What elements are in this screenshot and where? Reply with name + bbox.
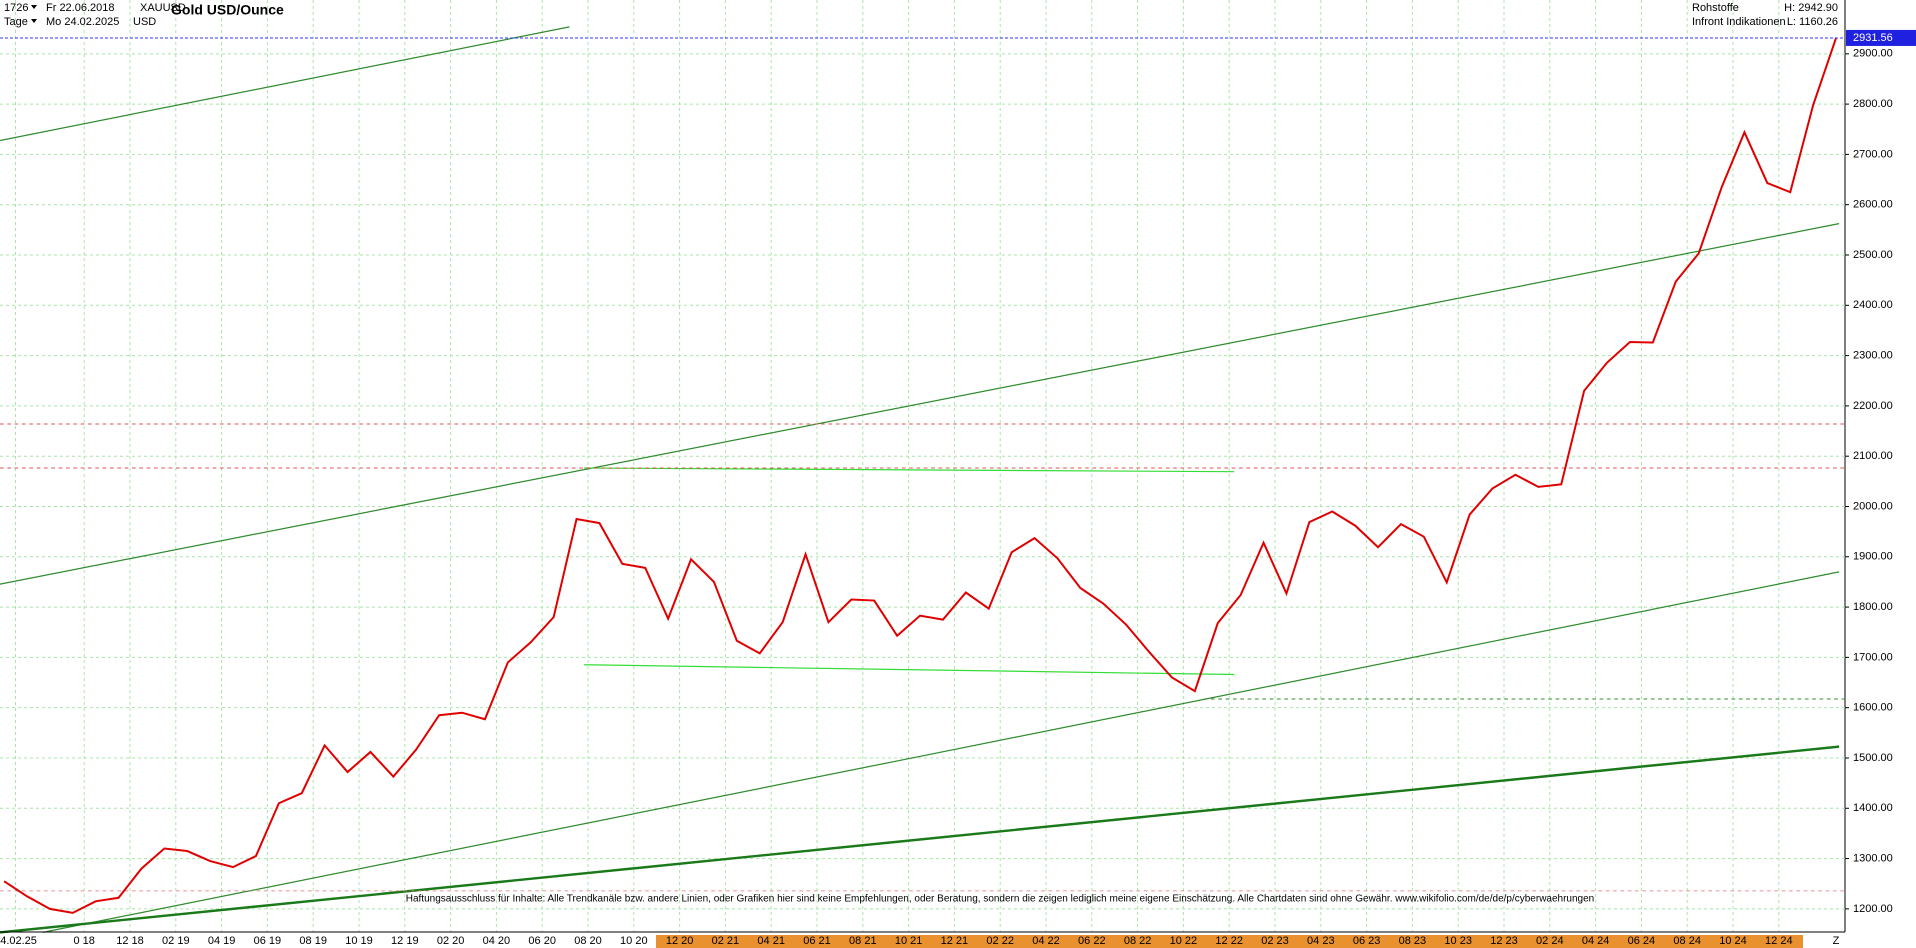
y-tick-label: 1300.00: [1853, 852, 1893, 864]
source: Infront Indikationen: [1692, 16, 1786, 28]
x-tick-label: 04 24: [1582, 935, 1610, 947]
category: Rohstoffe: [1692, 2, 1739, 14]
last-price-box: [1846, 29, 1916, 46]
y-tick-label: 2400.00: [1853, 299, 1893, 311]
x-tick-label: 08 24: [1673, 935, 1701, 947]
range-line: [584, 664, 1235, 676]
trend-line: [0, 26, 570, 142]
y-tick-label: 2700.00: [1853, 148, 1893, 160]
x-tick-label: 10 24: [1719, 935, 1747, 947]
y-tick-label: 2900.00: [1853, 48, 1893, 60]
y-tick-label: 2000.00: [1853, 500, 1893, 512]
y-tick-label: 1500.00: [1853, 752, 1893, 764]
trend-line: [42, 571, 1840, 933]
x-tick-label: 06 19: [254, 935, 282, 947]
y-tick-label: 1900.00: [1853, 551, 1893, 563]
y-tick-label: 2500.00: [1853, 249, 1893, 261]
x-tick-label: 04 23: [1307, 935, 1335, 947]
x-tick-label: 08 21: [849, 935, 877, 947]
x-tick-label: 04 19: [208, 935, 236, 947]
last-price-label: 2931.56: [1853, 32, 1893, 44]
days-unit: Tage: [4, 16, 28, 28]
y-tick-label: 2200.00: [1853, 400, 1893, 412]
x-tick-label: 12 19: [391, 935, 419, 947]
x-tick-label: 10 21: [895, 935, 923, 947]
x-tick-label: 08 22: [1124, 935, 1152, 947]
from-date: Fr 22.06.2018: [46, 2, 115, 14]
x-tick-label: 04 21: [757, 935, 785, 947]
y-tick-label: 2100.00: [1853, 450, 1893, 462]
x-tick-label: 12 24: [1765, 935, 1793, 947]
axis-highlight: [656, 935, 1803, 948]
x-tick-label: 06 20: [528, 935, 556, 947]
trend-line: [0, 223, 1840, 585]
high: H: 2942.90: [1784, 2, 1838, 14]
x-tick-label: 06 22: [1078, 935, 1106, 947]
x-tick-label: 06 21: [803, 935, 831, 947]
x-tick-label: 08 19: [299, 935, 327, 947]
x-tick-label: 06 24: [1628, 935, 1656, 947]
x-tick-label: 02 23: [1261, 935, 1289, 947]
x-tick-label: 10 22: [1170, 935, 1198, 947]
y-tick-label: 2800.00: [1853, 98, 1893, 110]
y-tick-label: 1400.00: [1853, 802, 1893, 814]
to-date: Mo 24.02.2025: [46, 16, 119, 28]
x-tick-label: 08 20: [574, 935, 602, 947]
x-tick-label: 12 20: [666, 935, 694, 947]
x-tick-label: 08 23: [1399, 935, 1427, 947]
x-tick-label: 02 24: [1536, 935, 1564, 947]
x-tick-label: 10 19: [345, 935, 373, 947]
price-line: [3, 37, 1837, 914]
axis-end-label: Z: [1833, 935, 1840, 947]
x-tick-label: 14.02.25: [0, 935, 37, 947]
x-tick-label: 12 22: [1215, 935, 1243, 947]
x-tick-label: 02 19: [162, 935, 190, 947]
y-tick-label: 2300.00: [1853, 350, 1893, 362]
y-tick-label: 1200.00: [1853, 903, 1893, 915]
trend-lines: [0, 26, 1846, 934]
low: L: 1160.26: [1787, 16, 1838, 28]
x-tick-label: 06 23: [1353, 935, 1381, 947]
y-tick-label: 1800.00: [1853, 601, 1893, 613]
trend-line: [0, 745, 1840, 934]
dropdown-icon[interactable]: [31, 5, 37, 23]
x-tick-label: 10 23: [1444, 935, 1472, 947]
range-line: [584, 467, 1235, 473]
days: 1726: [4, 2, 28, 14]
grid: [0, 0, 1845, 932]
x-tick-label: 02 22: [986, 935, 1014, 947]
header: 1726 Tage Fr 22.06.2018 Mo 24.02.2025 XA…: [4, 2, 1838, 28]
chart-title: Gold USD/Ounce: [171, 2, 284, 18]
x-tick-label: 12 21: [941, 935, 969, 947]
x-tick-label: 04 22: [1032, 935, 1060, 947]
currency: USD: [133, 16, 156, 28]
symbol: XAUUSD: [140, 2, 186, 14]
plot: [0, 37, 1845, 914]
x-tick-label: 0 18: [73, 935, 94, 947]
x-tick-label: 10 20: [620, 935, 648, 947]
y-tick-label: 2600.00: [1853, 199, 1893, 211]
x-tick-label: 12 23: [1490, 935, 1518, 947]
y-tick-label: 1700.00: [1853, 651, 1893, 663]
x-tick-label: 02 20: [437, 935, 465, 947]
x-tick-label: 04 20: [483, 935, 511, 947]
x-tick-label: 12 18: [116, 935, 144, 947]
disclaimer: Haftungsausschluss für Inhalte: Alle Tre…: [406, 894, 1595, 905]
y-tick-label: 1600.00: [1853, 702, 1893, 714]
x-tick-label: 02 21: [712, 935, 740, 947]
